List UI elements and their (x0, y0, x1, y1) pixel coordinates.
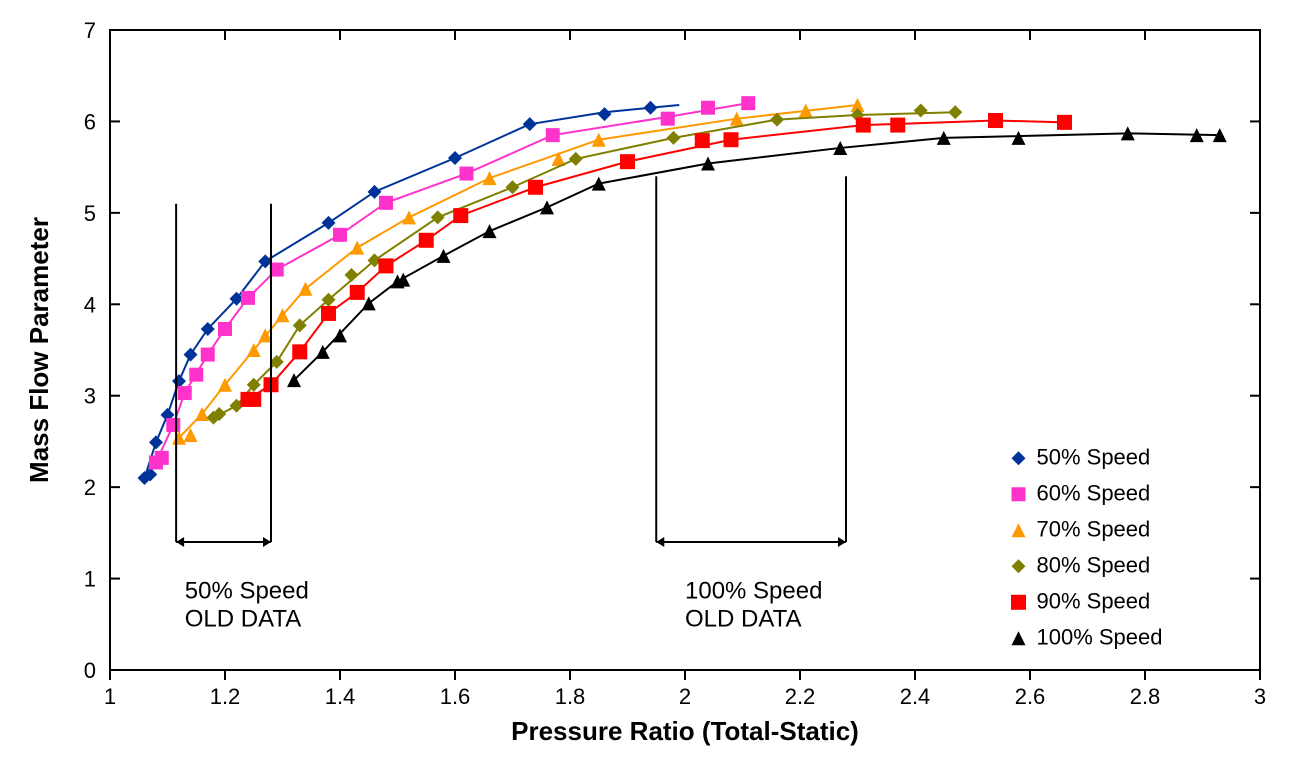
data-point (724, 132, 739, 147)
data-point (333, 228, 347, 242)
data-point (661, 112, 675, 126)
x-tick-label: 1 (104, 684, 116, 709)
data-point (350, 285, 365, 300)
data-point (419, 233, 434, 248)
anno-label: 100% Speed (685, 578, 822, 605)
legend-label: 70% Speed (1037, 516, 1151, 541)
x-tick-label: 1.6 (440, 684, 471, 709)
y-tick-label: 0 (84, 658, 96, 683)
x-tick-label: 1.2 (210, 684, 241, 709)
data-point (701, 101, 715, 115)
data-point (741, 96, 755, 110)
data-point (379, 258, 394, 273)
data-point (856, 118, 871, 133)
plot-background (0, 0, 1294, 764)
y-tick-label: 4 (84, 292, 96, 317)
data-point (189, 368, 203, 382)
data-point (155, 451, 169, 465)
anno-label: OLD DATA (185, 606, 301, 633)
x-tick-label: 2.8 (1130, 684, 1161, 709)
x-tick-label: 2.2 (785, 684, 816, 709)
data-point (620, 154, 635, 169)
data-point (166, 418, 180, 432)
chart-container: 11.21.41.61.822.22.42.62.8301234567Press… (0, 0, 1294, 764)
x-axis-title: Pressure Ratio (Total-Static) (511, 716, 859, 746)
legend-label: 50% Speed (1037, 444, 1151, 469)
data-point (695, 133, 710, 148)
data-point (453, 208, 468, 223)
data-point (988, 113, 1003, 128)
legend-label: 60% Speed (1037, 480, 1151, 505)
anno-label: 50% Speed (185, 578, 309, 605)
y-axis-title: Mass Flow Parameter (24, 217, 54, 483)
legend-label: 80% Speed (1037, 552, 1151, 577)
y-tick-label: 1 (84, 567, 96, 592)
data-point (246, 392, 261, 407)
legend-label: 100% Speed (1037, 624, 1163, 649)
y-tick-label: 6 (84, 109, 96, 134)
x-tick-label: 1.4 (325, 684, 356, 709)
y-tick-label: 5 (84, 201, 96, 226)
data-point (379, 196, 393, 210)
data-point (292, 344, 307, 359)
data-point (178, 386, 192, 400)
data-point (321, 306, 336, 321)
data-point (890, 118, 905, 133)
data-point (241, 291, 255, 305)
data-point (460, 167, 474, 181)
mass-flow-chart: 11.21.41.61.822.22.42.62.8301234567Press… (0, 0, 1294, 764)
anno-label: OLD DATA (685, 606, 801, 633)
y-tick-label: 7 (84, 18, 96, 43)
data-point (1012, 487, 1026, 501)
y-tick-label: 3 (84, 384, 96, 409)
legend-label: 90% Speed (1037, 588, 1151, 613)
x-tick-label: 2.6 (1015, 684, 1046, 709)
data-point (1057, 115, 1072, 130)
data-point (201, 348, 215, 362)
y-tick-label: 2 (84, 475, 96, 500)
x-tick-label: 2 (679, 684, 691, 709)
data-point (218, 322, 232, 336)
data-point (1011, 595, 1026, 610)
x-tick-label: 3 (1254, 684, 1266, 709)
data-point (528, 180, 543, 195)
x-tick-label: 1.8 (555, 684, 586, 709)
x-tick-label: 2.4 (900, 684, 931, 709)
data-point (546, 128, 560, 142)
